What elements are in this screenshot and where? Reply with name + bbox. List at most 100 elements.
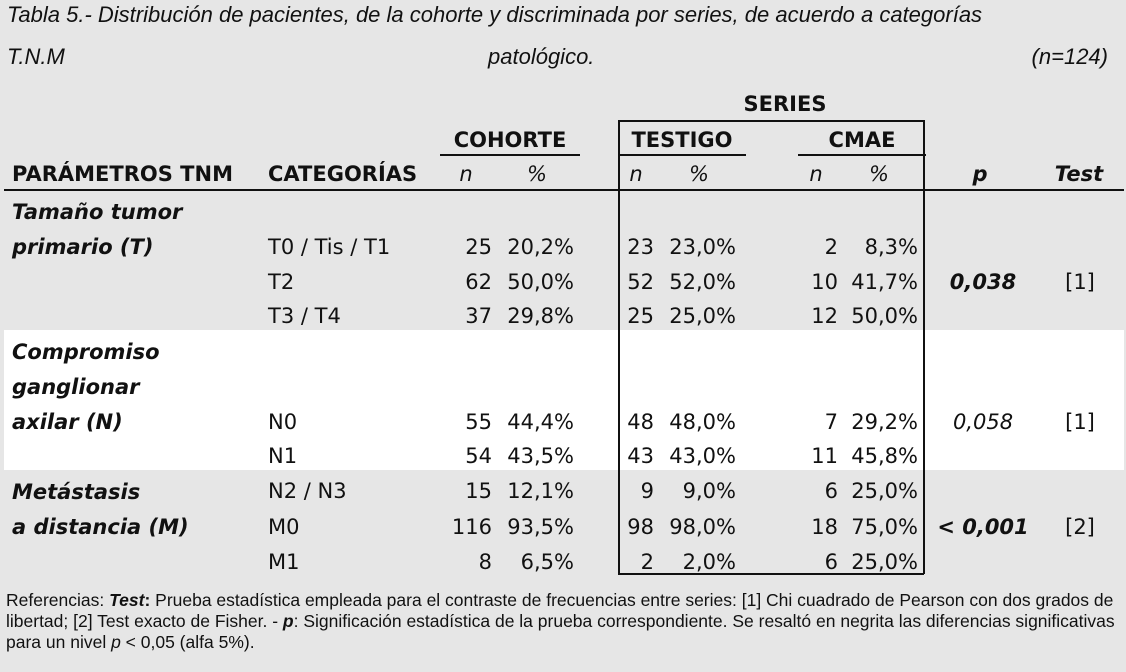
cohorte-header: COHORTE [453,128,567,152]
footnote-text-2: : Significación estadística de la prueba… [6,611,1115,652]
footnote-ref-label: Referencias: [6,590,110,610]
category-cell: N0 [268,409,298,434]
cmae-n-header: n [809,162,823,186]
test-cell: [1] [1065,269,1095,294]
cohorte-pct-cell: 20,2% [507,234,574,259]
cmae-pct-cell: 50,0% [851,304,918,329]
band-tumor [4,190,1124,330]
testigo-n-cell: 48 [627,409,654,434]
band-metastasis [4,470,1124,576]
group-0-param-line-0: Tamaño tumor [12,200,183,224]
series-box-bottom [618,573,924,575]
cmae-n-cell: 6 [824,549,838,574]
cohorte-pct-cell: 12,1% [507,479,574,504]
p-value-cell: 0,058 [952,409,1014,434]
cmae-pct-cell: 25,0% [851,479,918,504]
footnote-colon: : [144,590,151,610]
testigo-pct-header: % [689,162,709,186]
cmae-pct-cell: 41,7% [851,269,918,294]
category-cell: T2 [268,269,295,294]
testigo-pct-cell: 2,0% [682,549,736,574]
categorias-header: CATEGORÍAS [268,162,418,186]
cohorte-pct-cell: 93,5% [507,514,574,539]
parametros-header: PARÁMETROS TNM [12,162,233,186]
cohorte-n-cell: 116 [451,514,492,539]
testigo-n-cell: 43 [627,444,654,469]
footnote-p-italic: p [111,632,121,652]
table-title-n: (n=124) [1031,44,1108,69]
cohorte-pct-header: % [527,162,547,186]
cmae-n-cell: 12 [811,304,838,329]
testigo-n-cell: 52 [627,269,654,294]
series-box-top [618,120,924,122]
cohorte-n-cell: 55 [465,409,492,434]
band-ganglionar [4,330,1124,470]
category-cell: M1 [268,549,300,574]
category-cell: T3 / T4 [268,304,341,329]
cmae-pct-cell: 75,0% [851,514,918,539]
cmae-pct-cell: 25,0% [851,549,918,574]
cohorte-n-cell: 25 [465,234,492,259]
footnote-text-1: Prueba estadística empleada para el cont… [6,590,1114,631]
cohorte-n-cell: 62 [465,269,492,294]
series-header: SERIES [743,92,827,116]
footnote-test-label: Test [109,590,145,610]
tnm-table: SERIES COHORTE TESTIGO CMAE PARÁMETROS T… [4,86,1124,576]
category-cell: M0 [268,514,300,539]
cohorte-n-cell: 8 [478,549,492,574]
category-cell: N1 [268,444,298,469]
series-box-left [618,120,620,574]
testigo-n-cell: 23 [627,234,654,259]
cmae-header: CMAE [828,128,896,152]
cmae-n-cell: 10 [811,269,838,294]
testigo-pct-cell: 25,0% [669,304,736,329]
testigo-n-header: n [629,162,643,186]
testigo-pct-cell: 52,0% [669,269,736,294]
footnote: Referencias: Test: Prueba estadística em… [6,590,1118,653]
cohorte-pct-cell: 29,8% [507,304,574,329]
testigo-pct-cell: 98,0% [669,514,736,539]
cohorte-pct-cell: 50,0% [507,269,574,294]
table-title-patologico: patológico. [488,44,595,69]
cmae-pct-header: % [869,162,889,186]
p-value-cell: < 0,001 [937,514,1029,539]
cohorte-n-cell: 15 [465,479,492,504]
cohorte-n-cell: 54 [465,444,492,469]
cmae-n-cell: 18 [811,514,838,539]
group-1-param-line-2: axilar (N) [12,409,123,434]
cohorte-underline [440,154,580,156]
group-2-param-line-1: a distancia (M) [12,514,189,539]
group-2-param-line-0: Metástasis [12,480,141,504]
testigo-n-cell: 9 [640,479,654,504]
category-cell: N2 / N3 [268,479,347,504]
cmae-n-cell: 11 [811,444,838,469]
footnote-p-label: p [282,611,294,631]
cmae-pct-cell: 45,8% [851,444,918,469]
cmae-n-cell: 7 [824,409,838,434]
testigo-n-cell: 98 [627,514,654,539]
header-rule [4,189,1124,191]
footnote-text-3: < 0,05 (alfa 5%). [120,632,255,652]
cohorte-n-cell: 37 [465,304,492,329]
cmae-pct-cell: 8,3% [864,234,918,259]
category-cell: T0 / Tis / T1 [268,234,391,259]
cohorte-n-header: n [459,162,473,186]
test-cell: [2] [1065,514,1095,539]
series-box-right [923,120,925,574]
cmae-n-cell: 2 [824,234,838,259]
testigo-pct-cell: 9,0% [682,479,736,504]
group-0-param-line-1: primario (T) [12,234,154,259]
testigo-underline [618,154,746,156]
testigo-header: TESTIGO [631,128,733,152]
test-header: Test [1054,162,1104,186]
table-title-line-1: Tabla 5.- Distribución de pacientes, de … [7,2,983,27]
testigo-n-cell: 2 [640,549,654,574]
cmae-pct-cell: 29,2% [851,409,918,434]
cmae-n-cell: 6 [824,479,838,504]
testigo-pct-cell: 23,0% [669,234,736,259]
testigo-n-cell: 25 [627,304,654,329]
group-1-param-line-1: ganglionar [12,374,140,399]
p-header: p [972,162,988,186]
header-band [4,86,1124,190]
cohorte-pct-cell: 43,5% [507,444,574,469]
